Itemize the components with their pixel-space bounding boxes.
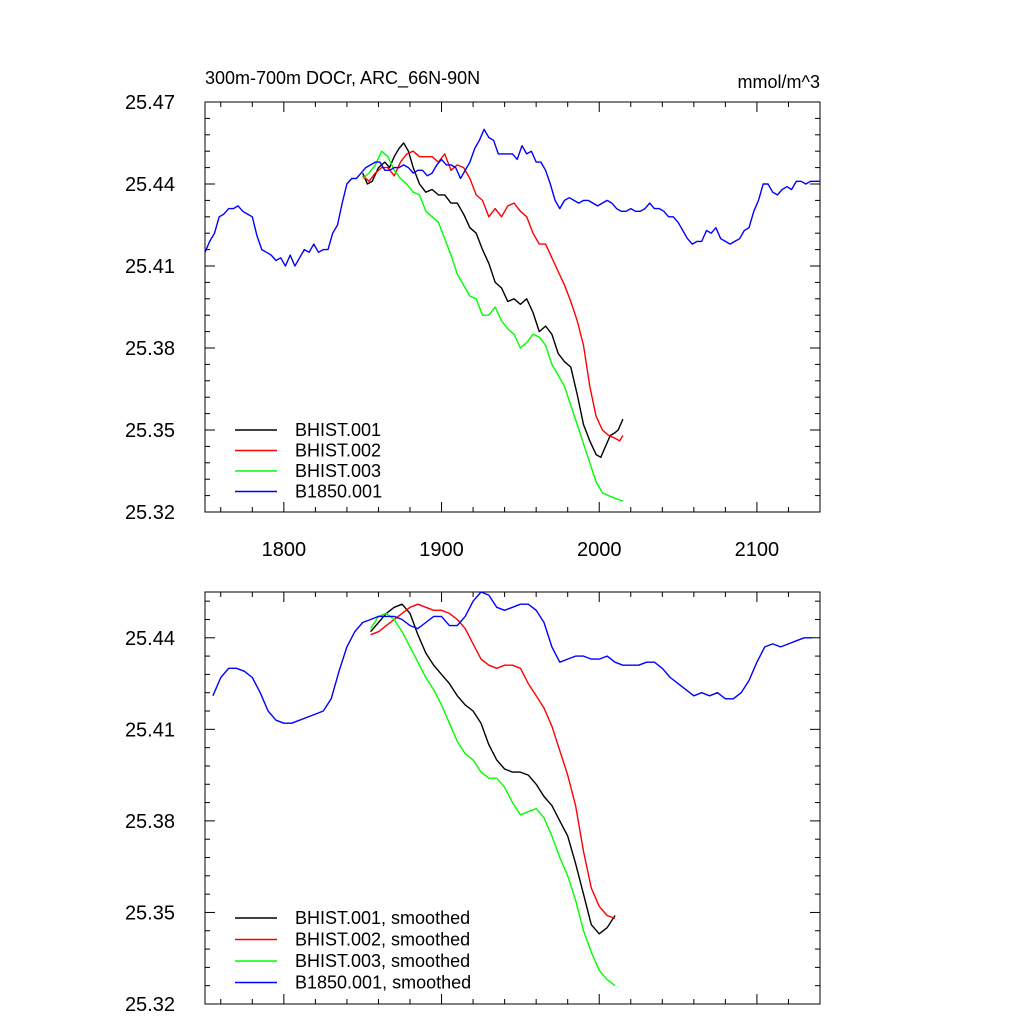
legend-label: B1850.001: [295, 482, 382, 502]
plot-frame: [204, 591, 821, 1005]
x-tick-label: 2100: [735, 539, 780, 561]
top-panel: 300m-700m DOCr, ARC_66N-90N mmol/m^3 180…: [125, 68, 821, 561]
y-tick-label: 25.32: [125, 994, 175, 1016]
series-line-bhist-003: [362, 150, 624, 502]
legend-label: BHIST.002: [295, 441, 381, 461]
series-line-bhist-003-smoothed: [370, 612, 616, 987]
legend-label: BHIST.003, smoothed: [295, 951, 470, 971]
y-tick-label: 25.41: [125, 719, 175, 741]
units-label: mmol/m^3: [738, 72, 820, 92]
y-tick-label: 25.38: [125, 338, 175, 360]
x-tick-label: 1900: [419, 539, 464, 561]
y-tick-label: 25.44: [125, 174, 175, 196]
legend-label: B1850.001, smoothed: [295, 973, 471, 993]
y-tick-label: 25.32: [125, 502, 175, 524]
x-tick-label: 1800: [262, 539, 307, 561]
series-line-bhist-001-smoothed: [370, 603, 616, 935]
series-line-b1850-001: [205, 128, 820, 267]
y-tick-label: 25.35: [125, 420, 175, 442]
bottom-panel: 25.32 25.35 25.38 25.41 25.44 BHIST.001, smoo…: [125, 591, 821, 1016]
series-line-bhist-002: [362, 150, 624, 442]
series-line-b1850-001-smoothed: [212, 592, 813, 724]
plot-frame: [204, 101, 821, 513]
y-tick-label: 25.44: [125, 628, 175, 650]
legend-label: BHIST.002, smoothed: [295, 930, 470, 950]
y-tick-label: 25.35: [125, 902, 175, 924]
y-tick-label: 25.38: [125, 811, 175, 833]
series-line-bhist-001: [362, 142, 624, 458]
x-tick-label: 2000: [577, 539, 622, 561]
series-line-bhist-002-smoothed: [370, 603, 616, 920]
y-tick-label: 25.41: [125, 256, 175, 278]
legend-label: BHIST.003: [295, 461, 381, 481]
y-tick-label: 25.47: [125, 92, 175, 114]
legend-label: BHIST.001, smoothed: [295, 908, 470, 928]
legend-label: BHIST.001: [295, 420, 381, 440]
chart-title: 300m-700m DOCr, ARC_66N-90N: [205, 68, 480, 89]
